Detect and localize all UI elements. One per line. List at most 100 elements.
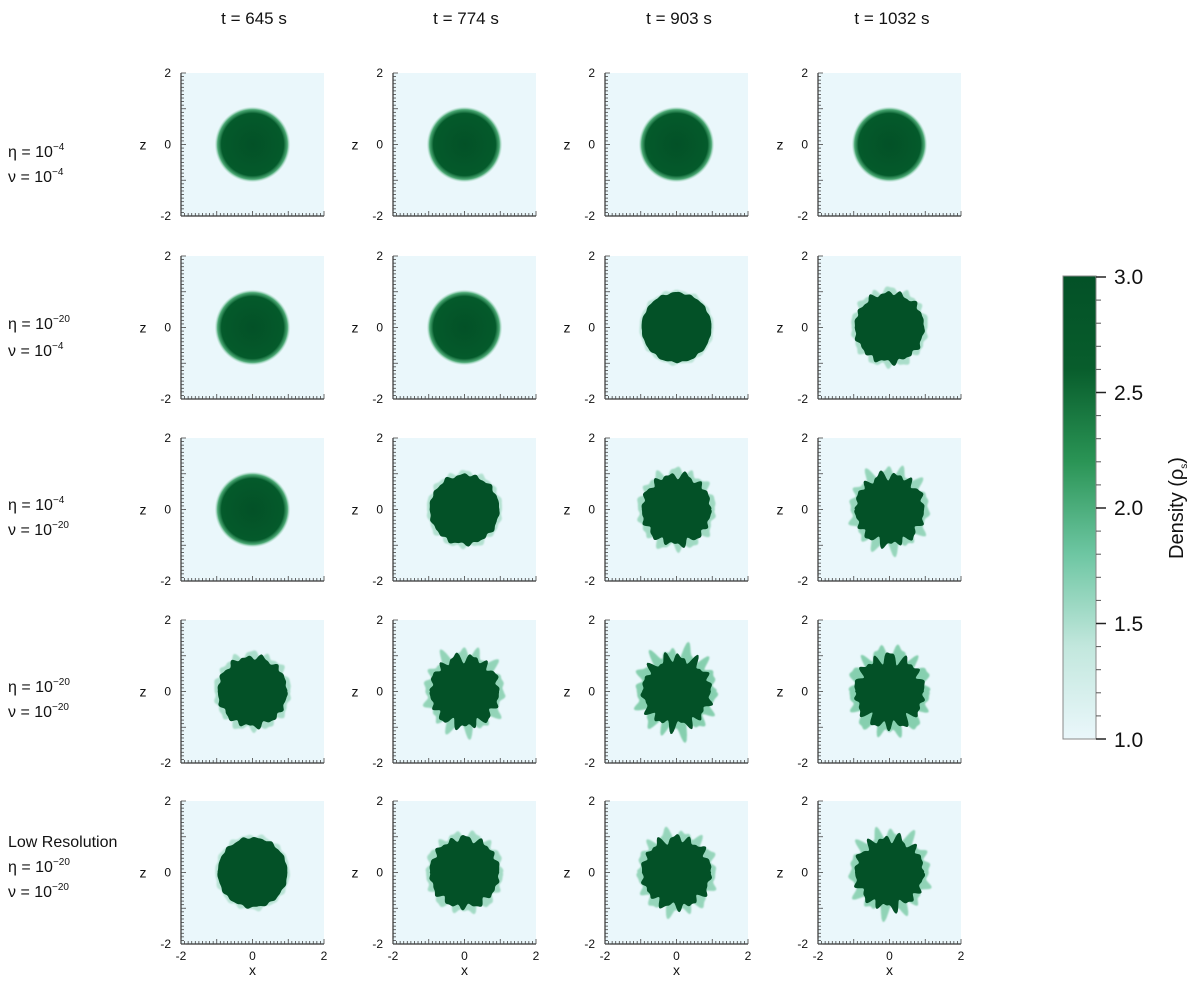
colorbar-tick-2-0: 2.0 <box>1114 497 1143 520</box>
row-label-3: η = 10−4 ν = 10−20 <box>8 495 69 539</box>
panel-r4-c1: 2 0 -2 z <box>140 613 325 770</box>
y-tick-label: 0 <box>801 138 808 152</box>
density-clump <box>854 291 925 366</box>
row-5-eta: η = 10−20 <box>8 857 70 876</box>
y-tick-label: 2 <box>376 794 383 808</box>
density-clump <box>641 471 712 548</box>
y-tick-label: -2 <box>160 937 171 951</box>
panel-r4-c3: 2 0 -2 z <box>564 613 749 770</box>
y-axis-label: z <box>564 502 571 518</box>
y-axis-label: z <box>140 137 147 153</box>
y-tick-label: 2 <box>164 249 171 263</box>
y-tick-label: -2 <box>584 756 595 770</box>
y-tick-label: -2 <box>797 209 808 223</box>
y-tick-label: 2 <box>801 794 808 808</box>
y-tick-label: -2 <box>372 392 383 406</box>
y-axis-label: z <box>352 684 359 700</box>
y-tick-label: -2 <box>797 756 808 770</box>
density-clump <box>217 654 288 730</box>
density-clump <box>426 106 503 183</box>
y-tick-label: 2 <box>164 66 171 80</box>
panel-r1-c4: 2 0 -2 z <box>777 66 962 223</box>
colorbar: 3.0 2.5 2.0 1.5 1.0 Density (ρs) <box>1062 266 1190 752</box>
y-tick-label: 0 <box>801 503 808 517</box>
y-tick-label: -2 <box>584 209 595 223</box>
colorbar-tick-2-5: 2.5 <box>1114 382 1143 405</box>
density-clump <box>214 289 291 366</box>
density-clump <box>641 834 712 913</box>
y-tick-label: 0 <box>376 685 383 699</box>
density-clump <box>426 289 503 366</box>
y-tick-label: 2 <box>801 613 808 627</box>
panel-r5-c2: 2 0 -2 z -2 0 2 x <box>352 794 540 978</box>
colorbar-tick-3-0: 3.0 <box>1114 266 1143 289</box>
y-tick-label: 0 <box>164 138 171 152</box>
y-tick-label: -2 <box>797 392 808 406</box>
density-clump <box>217 837 288 909</box>
panel-r1-c1: 2 0 -2 z <box>140 66 325 223</box>
x-tick-label: 0 <box>249 949 256 963</box>
y-tick-label: -2 <box>160 756 171 770</box>
y-tick-label: 0 <box>164 685 171 699</box>
density-clump <box>214 471 291 548</box>
y-axis-label: z <box>140 865 147 881</box>
x-tick-label: 2 <box>745 949 752 963</box>
y-tick-label: 2 <box>164 794 171 808</box>
y-tick-label: 2 <box>376 249 383 263</box>
density-clump <box>429 835 500 911</box>
row-label-5: Low Resolution η = 10−20 ν = 10−20 <box>8 834 117 901</box>
y-tick-label: 2 <box>588 249 595 263</box>
column-title-t774: t = 774 s <box>433 9 499 28</box>
y-axis-label: z <box>140 684 147 700</box>
y-tick-label: -2 <box>797 937 808 951</box>
row-label-2: η = 10−20 ν = 10−4 <box>8 314 70 360</box>
density-clump <box>214 106 291 183</box>
y-axis-label: z <box>352 865 359 881</box>
y-axis-label: z <box>140 320 147 336</box>
y-tick-label: 2 <box>588 431 595 445</box>
colorbar-gradient <box>1062 275 1097 740</box>
panel-r2-c1: 2 0 -2 z <box>140 249 325 406</box>
x-tick-label: -2 <box>600 949 611 963</box>
row-3-eta: η = 10−4 <box>8 495 65 514</box>
panel-r1-c3: 2 0 -2 z <box>564 66 749 223</box>
density-clump <box>854 470 925 549</box>
column-title-t645: t = 645 s <box>221 9 287 28</box>
y-tick-label: 0 <box>588 138 595 152</box>
row-1-nu: ν = 10−4 <box>8 167 64 186</box>
y-tick-label: 0 <box>164 321 171 335</box>
y-tick-label: 0 <box>164 503 171 517</box>
y-tick-label: 0 <box>164 866 171 880</box>
y-tick-label: 0 <box>588 321 595 335</box>
row-5-title: Low Resolution <box>8 834 117 851</box>
row-1-eta: η = 10−4 <box>8 142 65 161</box>
y-axis-label: z <box>564 137 571 153</box>
y-tick-label: 2 <box>376 66 383 80</box>
x-axis-label: x <box>886 962 893 978</box>
panel-r4-c4: 2 0 -2 z <box>777 613 962 770</box>
y-axis-label: z <box>564 684 571 700</box>
row-5-nu: ν = 10−20 <box>8 882 69 901</box>
panel-r3-c3: 2 0 -2 z <box>564 431 749 588</box>
colorbar-minor-ticks <box>1096 299 1101 717</box>
y-axis-label: z <box>140 502 147 518</box>
panel-r1-c2: 2 0 -2 z <box>352 66 537 223</box>
density-clump <box>640 652 713 734</box>
density-clump <box>854 652 925 731</box>
y-tick-label: 0 <box>376 321 383 335</box>
panel-r5-c1: 2 0 -2 z -2 0 2 x <box>140 794 328 978</box>
colorbar-label: Density (ρs) <box>1166 457 1190 559</box>
y-tick-label: 2 <box>164 431 171 445</box>
panel-r5-c3: 2 0 -2 z -2 0 2 x <box>564 794 752 978</box>
row-2-nu: ν = 10−4 <box>8 341 64 360</box>
y-axis-label: z <box>777 502 784 518</box>
colorbar-ticks: 3.0 2.5 2.0 1.5 1.0 <box>1096 266 1143 752</box>
y-axis-label: z <box>564 865 571 881</box>
y-tick-label: -2 <box>372 574 383 588</box>
density-clump <box>641 291 712 364</box>
x-tick-label: 2 <box>958 949 965 963</box>
row-4-eta: η = 10−20 <box>8 677 70 696</box>
row-4-nu: ν = 10−20 <box>8 702 69 721</box>
y-tick-label: 0 <box>801 321 808 335</box>
